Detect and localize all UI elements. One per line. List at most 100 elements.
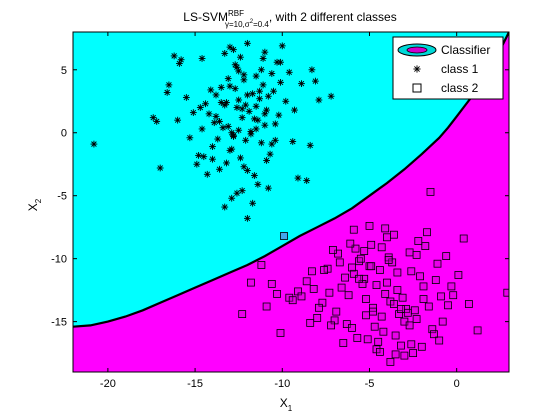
class2-point	[386, 357, 395, 366]
class2-point	[346, 239, 355, 248]
class2-point	[423, 228, 431, 237]
class1-point	[174, 116, 182, 124]
class1-point	[224, 123, 232, 130]
class1-point	[237, 53, 244, 61]
class1-point	[264, 92, 272, 100]
class1-point	[186, 134, 194, 142]
class1-point	[298, 80, 305, 88]
class2-point	[335, 258, 344, 267]
class1-point	[198, 125, 206, 133]
class2-point	[419, 282, 428, 291]
class2-point	[382, 278, 391, 287]
class1-point	[221, 203, 229, 211]
class1-point	[245, 107, 253, 115]
class1-point	[214, 135, 222, 143]
class1-point	[244, 91, 251, 99]
class1-point	[163, 89, 171, 96]
class1-point	[261, 121, 269, 129]
class1-point	[193, 160, 201, 168]
class2-point	[438, 317, 447, 326]
class1-point	[90, 140, 98, 148]
class2-point	[288, 296, 297, 305]
class1-point	[235, 96, 243, 104]
class1-point	[149, 114, 157, 122]
class1-point	[240, 163, 248, 171]
class1-point	[277, 58, 284, 66]
class1-point	[261, 48, 269, 56]
class2-point	[306, 318, 315, 327]
class2-point	[355, 257, 363, 266]
title-superscript: RBF	[228, 9, 244, 18]
class2-point	[393, 268, 402, 277]
class2-points	[238, 187, 509, 366]
class2-point	[426, 187, 435, 196]
class2-point	[437, 292, 445, 301]
class2-point	[464, 300, 473, 308]
class1-point	[256, 87, 264, 95]
class1-point	[289, 138, 297, 145]
class2-point	[367, 240, 376, 249]
class2-point	[353, 334, 362, 342]
class2-point	[389, 230, 398, 239]
class2-point	[442, 252, 451, 261]
class1-point	[237, 154, 244, 162]
class1-point	[238, 187, 246, 195]
x-tick-label: -15	[187, 378, 203, 390]
class2-point	[389, 300, 398, 308]
class2-point	[367, 262, 376, 271]
class1-point	[277, 78, 284, 86]
class1-point	[175, 60, 183, 67]
class1-point	[242, 136, 250, 144]
class1-point	[205, 110, 213, 118]
legend-label-class2: class 2	[441, 81, 479, 95]
class1-point	[170, 52, 178, 60]
class1-point	[312, 77, 319, 85]
asterisk-marker-icon	[413, 65, 421, 73]
class1-point	[244, 214, 251, 222]
class1-point	[257, 139, 265, 147]
class1-point	[156, 164, 164, 172]
title-subscript: γ=10,σ	[225, 20, 250, 29]
class2-point	[360, 274, 369, 283]
class1-point	[259, 81, 267, 89]
class2-point	[369, 307, 377, 316]
class2-point	[351, 244, 360, 253]
class2-point	[444, 301, 452, 310]
class2-point	[309, 284, 318, 293]
class2-point	[363, 335, 372, 344]
class2-point	[339, 339, 348, 347]
class2-point	[395, 310, 404, 319]
class1-point	[182, 94, 190, 101]
class1-point	[252, 125, 260, 133]
class2-point	[348, 323, 356, 332]
y-tick-label: -5	[57, 191, 67, 203]
class1-point	[196, 104, 204, 111]
class2-point	[280, 232, 288, 240]
class2-point	[407, 340, 416, 349]
class1-point	[189, 109, 197, 116]
class1-point	[203, 170, 211, 178]
class1-point	[209, 155, 216, 163]
class2-point	[325, 288, 334, 297]
class2-point	[238, 310, 247, 319]
class1-point	[308, 66, 316, 74]
class1-point	[224, 75, 232, 82]
x-tick-label: -5	[365, 378, 375, 390]
class1-point	[230, 46, 237, 54]
class1-point	[291, 106, 298, 114]
class2-point	[273, 289, 281, 298]
class2-point	[328, 245, 337, 254]
class1-point	[207, 86, 215, 94]
class1-point	[165, 81, 173, 89]
class2-point	[381, 289, 390, 298]
class1-point	[210, 119, 218, 127]
class1-point	[233, 104, 241, 111]
class2-point	[365, 221, 374, 230]
class1-point	[259, 55, 267, 62]
class1-point	[233, 189, 241, 197]
class1-point	[228, 194, 236, 202]
y-tick-label: -10	[51, 254, 67, 266]
legend-asterisk-glyph	[413, 65, 421, 73]
x-axis-ticks: -20 -15 -10 -5 0	[100, 32, 460, 390]
